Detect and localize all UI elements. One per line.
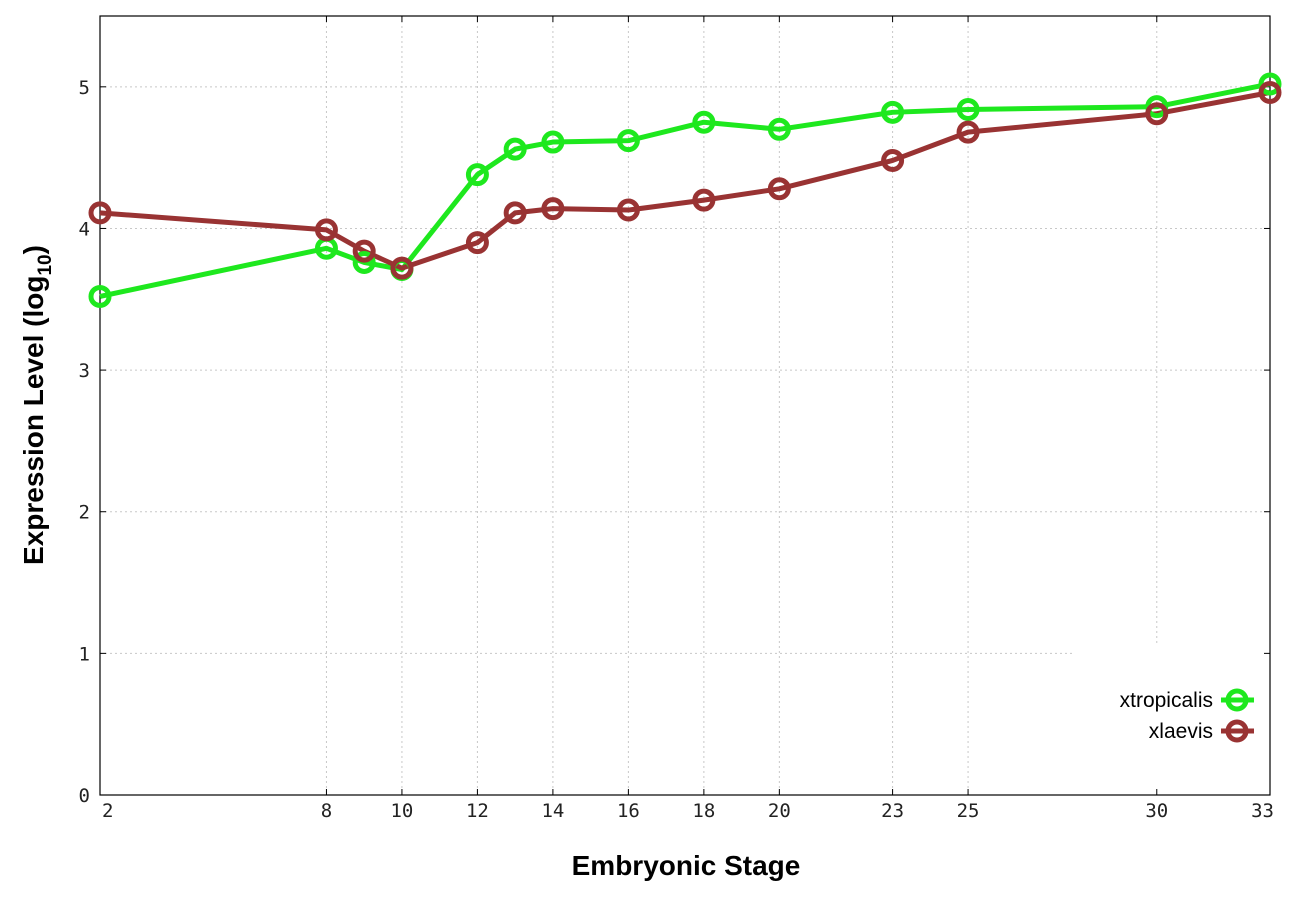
data-point-xlaevis [1145,102,1169,126]
legend: xtropicalis xlaevis [1120,688,1254,743]
legend-label-xtropicalis: xtropicalis [1120,689,1213,712]
data-point-xtropicalis [956,97,980,121]
series [88,72,1282,308]
legend-label-xlaevis: xlaevis [1149,720,1213,743]
legend-background [1072,644,1268,794]
legend-marker-xtropicalis [1225,688,1249,712]
data-point-xlaevis [881,148,905,172]
legend-marker-xlaevis [1225,719,1249,743]
data-point-xtropicalis [352,250,376,274]
data-point-xtropicalis [692,110,716,134]
x-tick-label: 16 [617,800,640,822]
y-tick-label: 4 [79,218,90,240]
data-point-xlaevis [390,256,414,280]
y-tick-label: 2 [79,502,90,524]
data-point-xtropicalis [88,284,112,308]
x-tick-label: 30 [1145,800,1168,822]
data-point-xlaevis [767,177,791,201]
y-tick-label: 0 [79,785,90,807]
data-point-xlaevis [503,201,527,225]
x-tick-label: 8 [321,800,332,822]
x-tick-label: 2 [102,800,113,822]
data-point-xlaevis [314,218,338,242]
data-point-xtropicalis [616,129,640,153]
data-point-xlaevis [692,188,716,212]
y-axis-title-subscript: 10 [35,254,56,275]
x-tick-label: 25 [957,800,980,822]
x-axis-title: Embryonic Stage [572,850,801,881]
plot-frame [99,15,1271,796]
x-tick-label: 20 [768,800,791,822]
y-tick-label: 3 [79,360,90,382]
data-point-xlaevis [956,120,980,144]
y-tick-label: 1 [79,643,90,665]
y-axis-title-close: ) [18,245,49,254]
series-line-xlaevis [99,90,1271,271]
series-line-xtropicalis [99,81,1271,299]
data-point-xtropicalis [767,117,791,141]
data-point-xtropicalis [881,100,905,124]
data-point-xlaevis [616,198,640,222]
data-point-xtropicalis [465,163,489,187]
x-tick-label: 10 [390,800,413,822]
x-tick-label: 12 [466,800,489,822]
x-tick-label: 23 [881,800,904,822]
data-point-xlaevis [352,239,376,263]
data-point-xtropicalis [1258,72,1282,96]
y-axis-title: Expression Level (log10) [18,245,56,565]
x-tick-label: 14 [541,800,564,822]
x-tick-label: 18 [692,800,715,822]
data-point-xtropicalis [541,130,565,154]
x-tick-label: 33 [1251,800,1274,822]
data-point-xlaevis [88,201,112,225]
y-tick-label: 5 [79,77,90,99]
data-point-xlaevis [465,231,489,255]
data-point-xtropicalis [503,137,527,161]
data-point-xlaevis [541,197,565,221]
y-axis-title-main: Expression Level (log [18,276,49,565]
data-point-xlaevis [1258,80,1282,104]
